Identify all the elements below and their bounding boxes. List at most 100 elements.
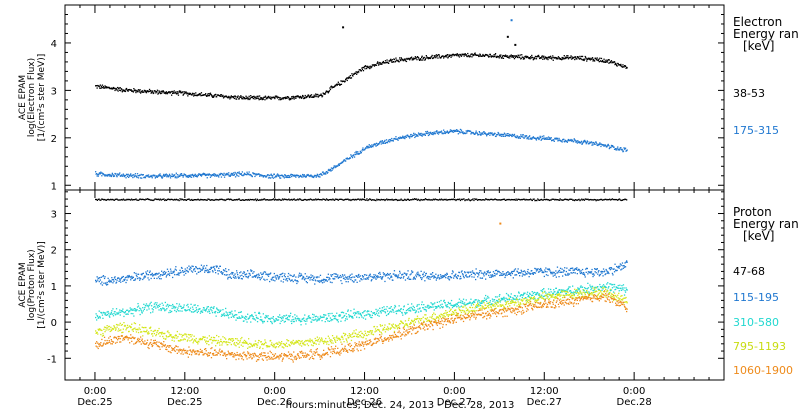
data-point xyxy=(432,306,434,308)
data-point xyxy=(250,269,252,271)
data-point xyxy=(485,133,487,135)
data-point xyxy=(248,171,250,173)
data-point xyxy=(532,294,534,296)
data-point xyxy=(541,290,543,293)
data-point xyxy=(99,315,101,318)
data-point xyxy=(427,304,429,306)
data-point xyxy=(226,174,228,176)
data-point xyxy=(553,198,555,200)
data-point xyxy=(514,199,516,201)
data-point xyxy=(136,176,138,179)
data-point xyxy=(527,295,529,298)
data-point xyxy=(421,199,423,201)
data-point xyxy=(259,199,261,201)
data-point xyxy=(213,268,216,270)
data-point xyxy=(295,97,297,99)
data-point xyxy=(98,277,100,279)
data-point xyxy=(454,305,456,307)
data-point xyxy=(104,313,106,316)
data-point xyxy=(493,272,496,275)
data-point xyxy=(400,308,402,310)
data-point xyxy=(575,141,577,143)
data-point xyxy=(276,95,278,98)
data-point xyxy=(491,303,493,305)
data-point xyxy=(165,305,167,307)
data-point xyxy=(331,169,333,171)
data-point xyxy=(206,177,208,179)
data-point xyxy=(209,271,211,273)
data-point xyxy=(324,321,326,323)
data-point xyxy=(470,131,473,133)
data-point xyxy=(573,291,575,293)
data-point xyxy=(543,288,545,290)
data-point xyxy=(616,269,618,272)
data-point xyxy=(461,132,464,134)
data-point xyxy=(527,268,529,271)
data-point xyxy=(487,133,489,135)
data-point xyxy=(371,66,373,68)
y-tick-label: 2 xyxy=(51,246,57,257)
data-point xyxy=(150,301,152,303)
data-point xyxy=(539,137,541,139)
data-point xyxy=(304,97,306,99)
data-point xyxy=(313,198,315,201)
data-point xyxy=(186,92,188,94)
data-point xyxy=(412,271,414,273)
data-point xyxy=(106,311,108,313)
data-point xyxy=(109,330,111,333)
data-point xyxy=(131,277,133,279)
data-point xyxy=(193,199,196,201)
data-point xyxy=(522,136,524,138)
data-point xyxy=(448,55,451,57)
data-point xyxy=(188,92,190,94)
data-point xyxy=(256,97,259,99)
data-point xyxy=(221,313,223,316)
data-point xyxy=(314,283,316,285)
data-point xyxy=(543,135,545,137)
data-point xyxy=(138,89,140,91)
data-point xyxy=(160,278,162,280)
data-point xyxy=(362,70,365,72)
data-point xyxy=(573,56,575,58)
data-point xyxy=(421,135,423,137)
data-point xyxy=(267,275,270,277)
data-point xyxy=(128,198,130,200)
data-point xyxy=(595,268,597,270)
data-point xyxy=(422,59,424,61)
data-point xyxy=(626,149,628,151)
data-point xyxy=(544,269,546,271)
data-point xyxy=(415,135,417,137)
data-point xyxy=(392,279,394,281)
data-point xyxy=(585,58,587,60)
data-point xyxy=(171,307,173,309)
data-point xyxy=(564,56,566,58)
data-point xyxy=(468,302,470,304)
data-point xyxy=(602,275,604,277)
data-point xyxy=(440,299,442,302)
data-point xyxy=(399,199,401,201)
data-point xyxy=(233,314,236,316)
data-point xyxy=(449,275,452,278)
data-point xyxy=(427,57,429,59)
data-point xyxy=(211,266,213,268)
data-point xyxy=(160,274,162,276)
data-point xyxy=(103,198,106,201)
data-point xyxy=(546,137,548,139)
data-point xyxy=(451,130,454,132)
data-point xyxy=(480,133,483,135)
data-point xyxy=(478,131,480,133)
data-point xyxy=(532,57,534,59)
data-point xyxy=(487,295,489,298)
data-point xyxy=(106,199,108,201)
data-point xyxy=(453,53,455,56)
data-point xyxy=(315,94,317,96)
data-point xyxy=(271,321,273,323)
data-point xyxy=(277,316,279,318)
data-point xyxy=(418,58,420,60)
data-point xyxy=(434,276,436,279)
data-point xyxy=(440,57,442,59)
data-point xyxy=(232,315,235,318)
data-point xyxy=(472,54,474,57)
data-point xyxy=(344,274,346,276)
data-point xyxy=(267,95,270,98)
